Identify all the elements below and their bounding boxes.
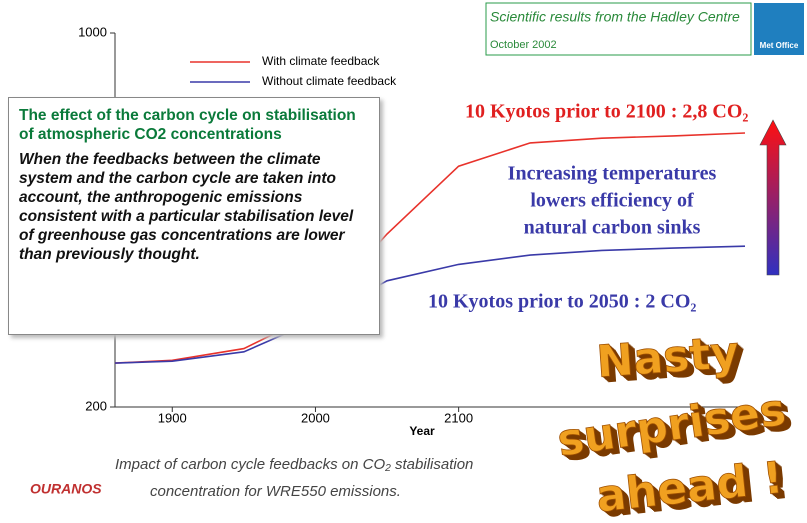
header-date: October 2002: [490, 39, 557, 51]
warning-shadow: Nasty: [599, 331, 745, 392]
info-box: The effect of the carbon cycle on stabil…: [8, 97, 380, 335]
annotation-top: 10 Kyotos prior to 2100 : 2,8 CO₂: [465, 101, 748, 123]
footer-logo: OURANOS: [30, 481, 102, 497]
logo-text: Met Office: [760, 41, 799, 50]
series-line: [114, 132, 746, 364]
warning-shadow: Nasty: [596, 328, 742, 389]
x-tick-label: 1900: [158, 410, 187, 425]
arrow: [759, 119, 787, 276]
y-tick-label: 1000: [78, 24, 107, 39]
y-tick-label: 200: [85, 398, 107, 413]
x-axis-label: Year: [409, 424, 435, 438]
warning-shadow: Nasty: [597, 329, 743, 390]
annotation-bottom: 10 Kyotos prior to 2050 : 2 CO₂: [428, 291, 696, 313]
series-line: [114, 245, 746, 364]
x-tick-label: 2100: [444, 410, 473, 425]
warning-shadow: Nasty: [601, 333, 747, 394]
x-tick-label: 2000: [301, 410, 330, 425]
caption: concentration for WRE550 emissions.: [150, 483, 401, 500]
annotation-middle: Increasing temperatures: [508, 163, 717, 185]
annotation-middle: natural carbon sinks: [524, 217, 701, 239]
legend-label: With climate feedback: [262, 54, 380, 68]
annotation-middle: lowers efficiency of: [530, 190, 694, 212]
warning-text: Nasty: [595, 327, 741, 388]
caption: Impact of carbon cycle feedbacks on CO₂ …: [115, 456, 473, 473]
warning-shadow: Nasty: [600, 332, 746, 393]
header-source: Scientific results from the Hadley Centr…: [490, 9, 740, 25]
info-title: The effect of the carbon cycle on stabil…: [19, 107, 356, 143]
warning-shadow: Nasty: [598, 330, 744, 391]
logo: [754, 3, 804, 55]
legend-label: Without climate feedback: [262, 74, 397, 88]
header-frame: [485, 2, 752, 56]
info-body: When the feedbacks between the climate s…: [19, 151, 354, 263]
